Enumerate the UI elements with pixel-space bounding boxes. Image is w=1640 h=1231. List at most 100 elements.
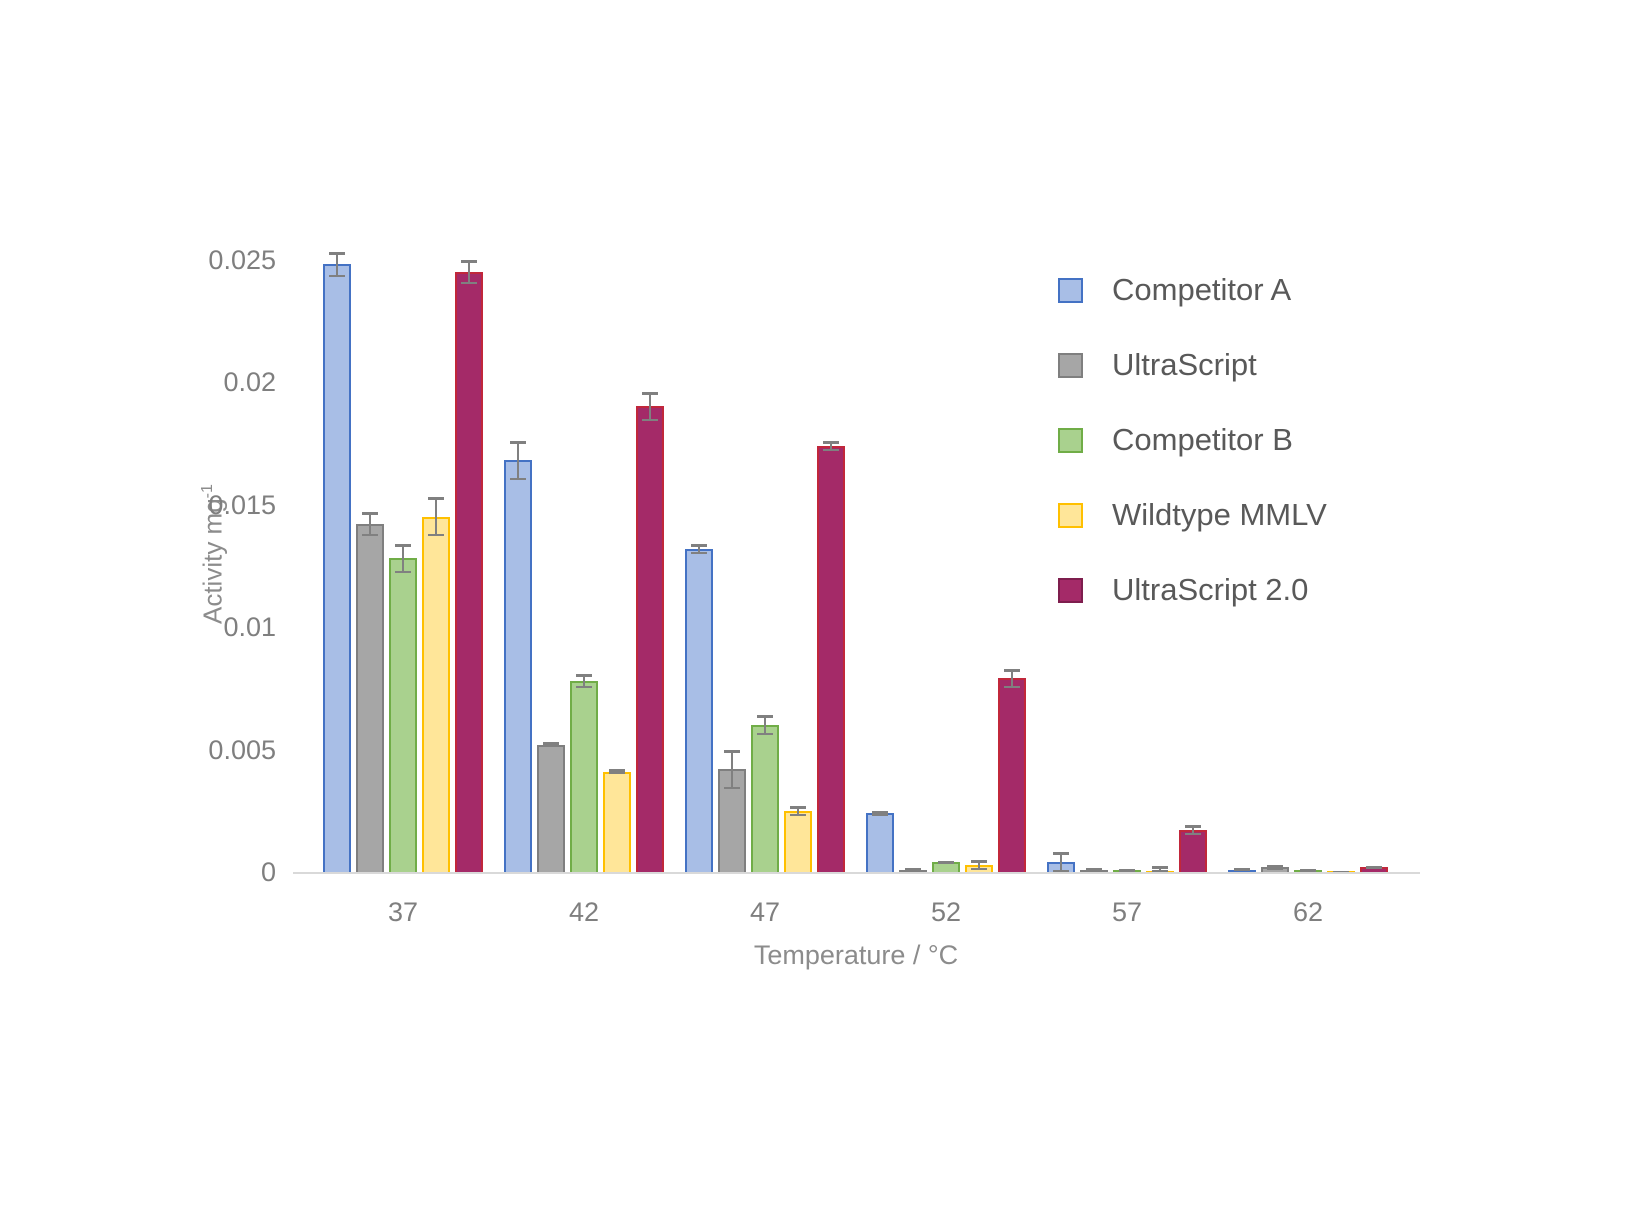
error-bar-top-cap	[872, 811, 888, 814]
error-bar-top-cap	[790, 806, 806, 809]
bar	[504, 460, 532, 872]
bar	[685, 549, 713, 872]
bar	[323, 264, 351, 872]
error-bar	[362, 512, 378, 536]
error-bar-bottom-cap	[543, 744, 559, 747]
error-bar-bottom-cap	[691, 551, 707, 554]
error-bar	[971, 860, 987, 870]
error-bar	[642, 392, 658, 421]
error-bar-bottom-cap	[757, 732, 773, 735]
error-bar	[1004, 669, 1020, 688]
error-bar	[757, 715, 773, 735]
error-bar-line	[1059, 852, 1063, 872]
error-bar-bottom-cap	[395, 570, 411, 573]
error-bar	[510, 441, 526, 480]
error-bar	[1185, 825, 1201, 835]
x-tick-label: 62	[1292, 897, 1324, 927]
error-bar	[395, 544, 411, 573]
error-bar-bottom-cap	[790, 813, 806, 816]
error-bar	[823, 441, 839, 451]
x-tick-label: 47	[749, 897, 781, 927]
error-bar-bottom-cap	[329, 274, 345, 277]
error-bar-top-cap	[543, 742, 559, 745]
error-bar-line	[730, 750, 734, 789]
bar	[751, 725, 779, 872]
error-bar-bottom-cap	[510, 477, 526, 480]
error-bar-line	[796, 806, 800, 816]
bar	[603, 772, 631, 872]
legend: Competitor A UltraScript Competitor B Wildt…	[1058, 271, 1327, 609]
error-bar-line	[467, 260, 471, 284]
legend-label: Competitor B	[1112, 422, 1293, 457]
bar	[455, 272, 483, 872]
error-bar	[543, 742, 559, 747]
error-bar-line	[434, 497, 438, 536]
x-axis-title: Temperature / °C	[753, 940, 959, 970]
error-bar	[1300, 869, 1316, 872]
error-bar	[691, 544, 707, 554]
bar	[998, 678, 1026, 872]
error-bar-bottom-cap	[872, 813, 888, 816]
error-bar-top-cap	[428, 497, 444, 500]
error-bar-line	[697, 544, 701, 554]
error-bar-top-cap	[395, 544, 411, 547]
bar	[537, 745, 565, 872]
error-bar	[724, 750, 740, 789]
bar	[899, 870, 927, 872]
bar	[356, 524, 384, 872]
y-tick-label: 0.01	[223, 612, 276, 642]
y-tick-label: 0	[260, 857, 276, 887]
bar	[570, 681, 598, 872]
error-bar-bottom-cap	[1053, 869, 1069, 872]
y-tick-label: 0.005	[208, 735, 276, 765]
error-bar-bottom-cap	[1185, 832, 1201, 835]
legend-label: Competitor A	[1112, 272, 1292, 307]
error-bar-bottom-cap	[1004, 685, 1020, 688]
error-bar	[790, 806, 806, 816]
legend-marker	[1058, 502, 1083, 528]
error-bar	[1086, 868, 1102, 871]
error-bar	[1152, 866, 1168, 872]
error-bar-bottom-cap	[1300, 869, 1316, 872]
error-bar	[609, 769, 625, 774]
bar	[817, 446, 845, 872]
error-bar-bottom-cap	[905, 868, 921, 871]
error-bar	[1366, 866, 1382, 869]
bar	[1080, 870, 1108, 872]
error-bar-line	[368, 512, 372, 536]
error-bar-bottom-cap	[1119, 869, 1135, 872]
error-bar-top-cap	[724, 750, 740, 753]
error-bar-top-cap	[1152, 866, 1168, 869]
error-bar-line	[401, 544, 405, 573]
error-bar	[428, 497, 444, 536]
legend-item: Wildtype MMLV	[1058, 496, 1327, 534]
error-bar-top-cap	[1053, 852, 1069, 855]
legend-marker	[1058, 577, 1083, 603]
bar	[389, 558, 417, 872]
error-bar-top-cap	[757, 715, 773, 718]
legend-marker	[1058, 352, 1083, 378]
x-tick-label: 42	[568, 897, 600, 927]
error-bar-top-cap	[1004, 669, 1020, 672]
error-bar-top-cap	[971, 860, 987, 863]
error-bar-bottom-cap	[609, 771, 625, 774]
x-tick-label: 57	[1111, 897, 1143, 927]
error-bar-bottom-cap	[1152, 869, 1168, 872]
error-bar	[1234, 868, 1250, 871]
error-bar-line	[516, 441, 520, 480]
error-bar-line	[1158, 866, 1162, 872]
error-bar-bottom-cap	[1267, 867, 1283, 870]
error-bar-line	[763, 715, 767, 735]
bar	[422, 517, 450, 872]
error-bar	[1053, 852, 1069, 872]
error-bar-top-cap	[691, 544, 707, 547]
error-bar-bottom-cap	[1366, 866, 1382, 869]
error-bar	[461, 260, 477, 284]
legend-item: Competitor B	[1058, 421, 1327, 459]
y-axis-title: Activity mg-1	[191, 424, 228, 684]
legend-marker	[1058, 427, 1083, 453]
error-bar-bottom-cap	[938, 861, 954, 864]
bar	[784, 811, 812, 872]
bar	[1228, 870, 1256, 872]
error-bar-bottom-cap	[576, 685, 592, 688]
